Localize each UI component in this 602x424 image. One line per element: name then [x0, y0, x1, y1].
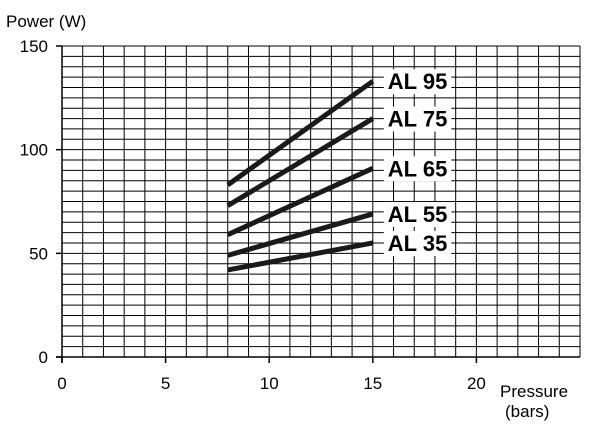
series-line-al-35 — [227, 240, 374, 273]
series-line-al-75 — [226, 116, 375, 208]
y-axis-title: Power (W) — [6, 12, 86, 31]
tick-labels: 0 5 10 15 20 0 50 100 150 — [20, 37, 486, 393]
y-tick-label: 0 — [39, 348, 48, 367]
x-axis-title: Pressure — [500, 382, 568, 401]
series-label-al-75: AL 75 — [388, 107, 448, 132]
series-line-al-95 — [226, 79, 375, 187]
y-tick-label: 50 — [29, 244, 48, 263]
series-label-al-35: AL 35 — [388, 231, 448, 256]
y-tick-label: 100 — [20, 141, 48, 160]
x-tick-label: 15 — [363, 374, 382, 393]
series-label-al-95: AL 95 — [388, 69, 448, 94]
x-tick-label: 5 — [161, 374, 170, 393]
series-label-al-55: AL 55 — [388, 202, 448, 227]
series-lines — [226, 79, 375, 273]
series-labels: AL 95 AL 75 AL 65 AL 55 AL 35 — [383, 69, 452, 256]
x-axis-unit: (bars) — [505, 402, 549, 421]
series-line-al-65 — [226, 166, 374, 237]
x-tick-label: 10 — [260, 374, 279, 393]
series-line-al-55 — [227, 211, 374, 258]
x-tick-label: 0 — [57, 374, 66, 393]
series-label-bg-al-95 — [383, 69, 452, 95]
series-label-bg-al-55 — [383, 201, 452, 227]
grid-minor — [61, 45, 581, 358]
axes — [56, 45, 580, 363]
y-tick-label: 150 — [20, 37, 48, 56]
series-label-al-65: AL 65 — [388, 156, 448, 181]
series-label-bg-al-65 — [383, 156, 452, 182]
series-label-bg-al-75 — [383, 106, 452, 132]
series-label-bg-al-35 — [383, 230, 452, 256]
x-tick-label: 20 — [467, 374, 486, 393]
